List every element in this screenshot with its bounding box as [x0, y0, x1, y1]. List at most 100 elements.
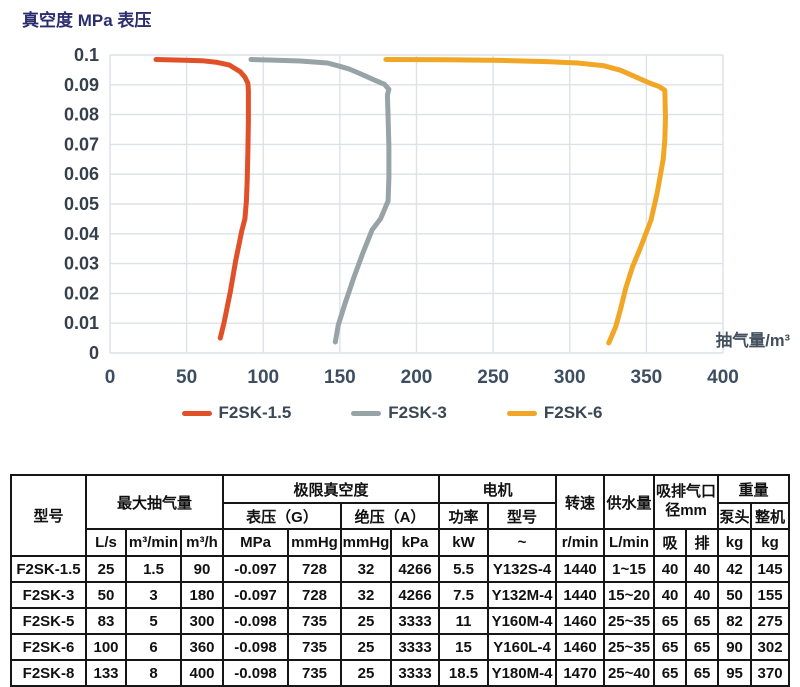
legend-swatch-icon	[181, 410, 212, 416]
unit-header-cell: mmHg	[287, 528, 342, 557]
y-tick-label: 0.03	[64, 254, 99, 274]
value-cell: 4266	[389, 581, 441, 609]
value-cell: 360	[180, 633, 224, 661]
unit-header-cell: r/min	[555, 528, 606, 557]
value-cell: 3333	[389, 659, 441, 687]
value-cell: 25~40	[603, 659, 656, 687]
model-cell: F2SK-3	[10, 581, 87, 609]
x-tick-label: 250	[477, 367, 509, 388]
value-cell: 25~35	[603, 633, 656, 661]
y-tick-label: 0.09	[64, 75, 99, 95]
value-cell: Y132M-4	[487, 581, 558, 609]
x-tick-label: 400	[707, 367, 739, 388]
col-header-gauge-pressure: 表压（G）	[222, 502, 342, 530]
table-row: F2SK-3 50 3 180 -0.097 728 32 4266 7.5 Y132M-4 144…	[10, 581, 791, 609]
table-row: F2SK-6 100 6 360 -0.098 735 25 3333 15 Y160L-4 146…	[10, 633, 791, 661]
value-cell: 302	[750, 633, 791, 661]
col-header-motor-model: 型号	[487, 502, 558, 530]
value-cell: 90	[180, 555, 224, 583]
value-cell: 100	[85, 633, 127, 661]
value-cell: 65	[653, 607, 688, 635]
unit-header-cell: 排	[685, 528, 720, 557]
col-header-water-supply: 供水量	[603, 474, 656, 530]
value-cell: 42	[717, 555, 753, 583]
col-header-complete-machine: 整机	[750, 502, 791, 530]
legend-swatch-icon	[351, 410, 382, 416]
value-cell: 1460	[555, 607, 606, 635]
col-header-model: 型号	[10, 474, 87, 557]
y-tick-label: 0.01	[64, 313, 99, 333]
value-cell: 1440	[555, 581, 606, 609]
col-header-ultimate-vacuum: 极限真空度	[221, 474, 441, 504]
series-line-F2SK-3	[248, 57, 392, 345]
series-line-F2SK-1.5	[153, 57, 251, 341]
spec-table-body: F2SK-1.5 25 1.5 90 -0.097 728 32 4266 5.5 Y132S-4…	[10, 555, 791, 687]
legend-item-F2SK-1.5: F2SK-1.5	[181, 403, 291, 423]
value-cell: 370	[750, 659, 791, 687]
chart-title: 真空度 MPa 表压	[22, 11, 152, 30]
col-header-motor: 电机	[438, 474, 558, 504]
chart-legend: F2SK-1.5 F2SK-3 F2SK-6	[0, 403, 792, 423]
unit-header-cell: MPa	[222, 528, 289, 557]
value-cell: 735	[287, 607, 342, 635]
value-cell: 728	[287, 581, 342, 609]
value-cell: 11	[438, 607, 490, 635]
col-header-pump-head: 泵头	[717, 502, 753, 530]
model-cell: F2SK-6	[10, 633, 87, 661]
value-cell: 8	[125, 659, 182, 687]
value-cell: 400	[180, 659, 224, 687]
value-cell: 25	[340, 659, 392, 687]
value-cell: 1470	[555, 659, 606, 687]
value-cell: -0.098	[222, 659, 289, 687]
x-axis-label: 抽气量/m³	[716, 330, 791, 350]
col-header-speed: 转速	[555, 474, 606, 530]
x-tick-label: 100	[247, 367, 279, 388]
value-cell: 4266	[389, 555, 441, 583]
value-cell: 155	[750, 581, 791, 609]
y-tick-label: 0.08	[64, 105, 99, 125]
value-cell: 275	[750, 607, 791, 635]
unit-header-cell: kPa	[389, 528, 441, 557]
value-cell: 3333	[389, 607, 441, 635]
value-cell: 65	[685, 607, 720, 635]
value-cell: 133	[85, 659, 127, 687]
value-cell: 5	[125, 607, 182, 635]
col-header-power: 功率	[438, 502, 490, 530]
value-cell: -0.097	[222, 555, 289, 583]
x-tick-label: 300	[554, 367, 586, 388]
x-tick-label: 200	[401, 367, 433, 388]
value-cell: 5.5	[438, 555, 490, 583]
value-cell: 1440	[555, 555, 606, 583]
value-cell: 65	[685, 659, 720, 687]
value-cell: Y160L-4	[487, 633, 558, 661]
plot-area: 0 50 100 150 200 250 300 350 400 0 0.01 0.02 0.03 0.0…	[64, 45, 791, 388]
value-cell: 40	[653, 555, 688, 583]
x-tick-label: 350	[631, 367, 663, 388]
value-cell: 50	[85, 581, 127, 609]
value-cell: -0.097	[222, 581, 289, 609]
value-cell: 300	[180, 607, 224, 635]
value-cell: 50	[717, 581, 753, 609]
legend-item-F2SK-3: F2SK-3	[351, 403, 447, 423]
unit-header-cell: ~	[487, 528, 558, 557]
value-cell: 65	[653, 659, 688, 687]
value-cell: 3333	[389, 633, 441, 661]
value-cell: 6	[125, 633, 182, 661]
y-tick-label: 0	[89, 343, 99, 363]
value-cell: 1.5	[125, 555, 182, 583]
y-tick-label: 0.04	[64, 224, 99, 244]
unit-header-cell: kg	[717, 528, 753, 557]
unit-header-cell: L/min	[603, 528, 656, 557]
value-cell: -0.098	[222, 633, 289, 661]
x-tick-label: 150	[324, 367, 356, 388]
table-row: F2SK-5 83 5 300 -0.098 735 25 3333 11 Y160M-4 1460…	[10, 607, 791, 635]
value-cell: 735	[287, 659, 342, 687]
value-cell: 40	[685, 555, 720, 583]
pump-performance-chart: 真空度 MPa 表压 0 50 100 150 200 250 300 350 400 0 0.01…	[0, 11, 792, 423]
unit-header-cell: L/s	[85, 528, 127, 557]
value-cell: 15~20	[603, 581, 656, 609]
value-cell: 3	[125, 581, 182, 609]
col-header-absolute-pressure: 绝压（A）	[339, 502, 441, 530]
y-tick-label: 0.06	[64, 164, 99, 184]
value-cell: Y132S-4	[487, 555, 558, 583]
